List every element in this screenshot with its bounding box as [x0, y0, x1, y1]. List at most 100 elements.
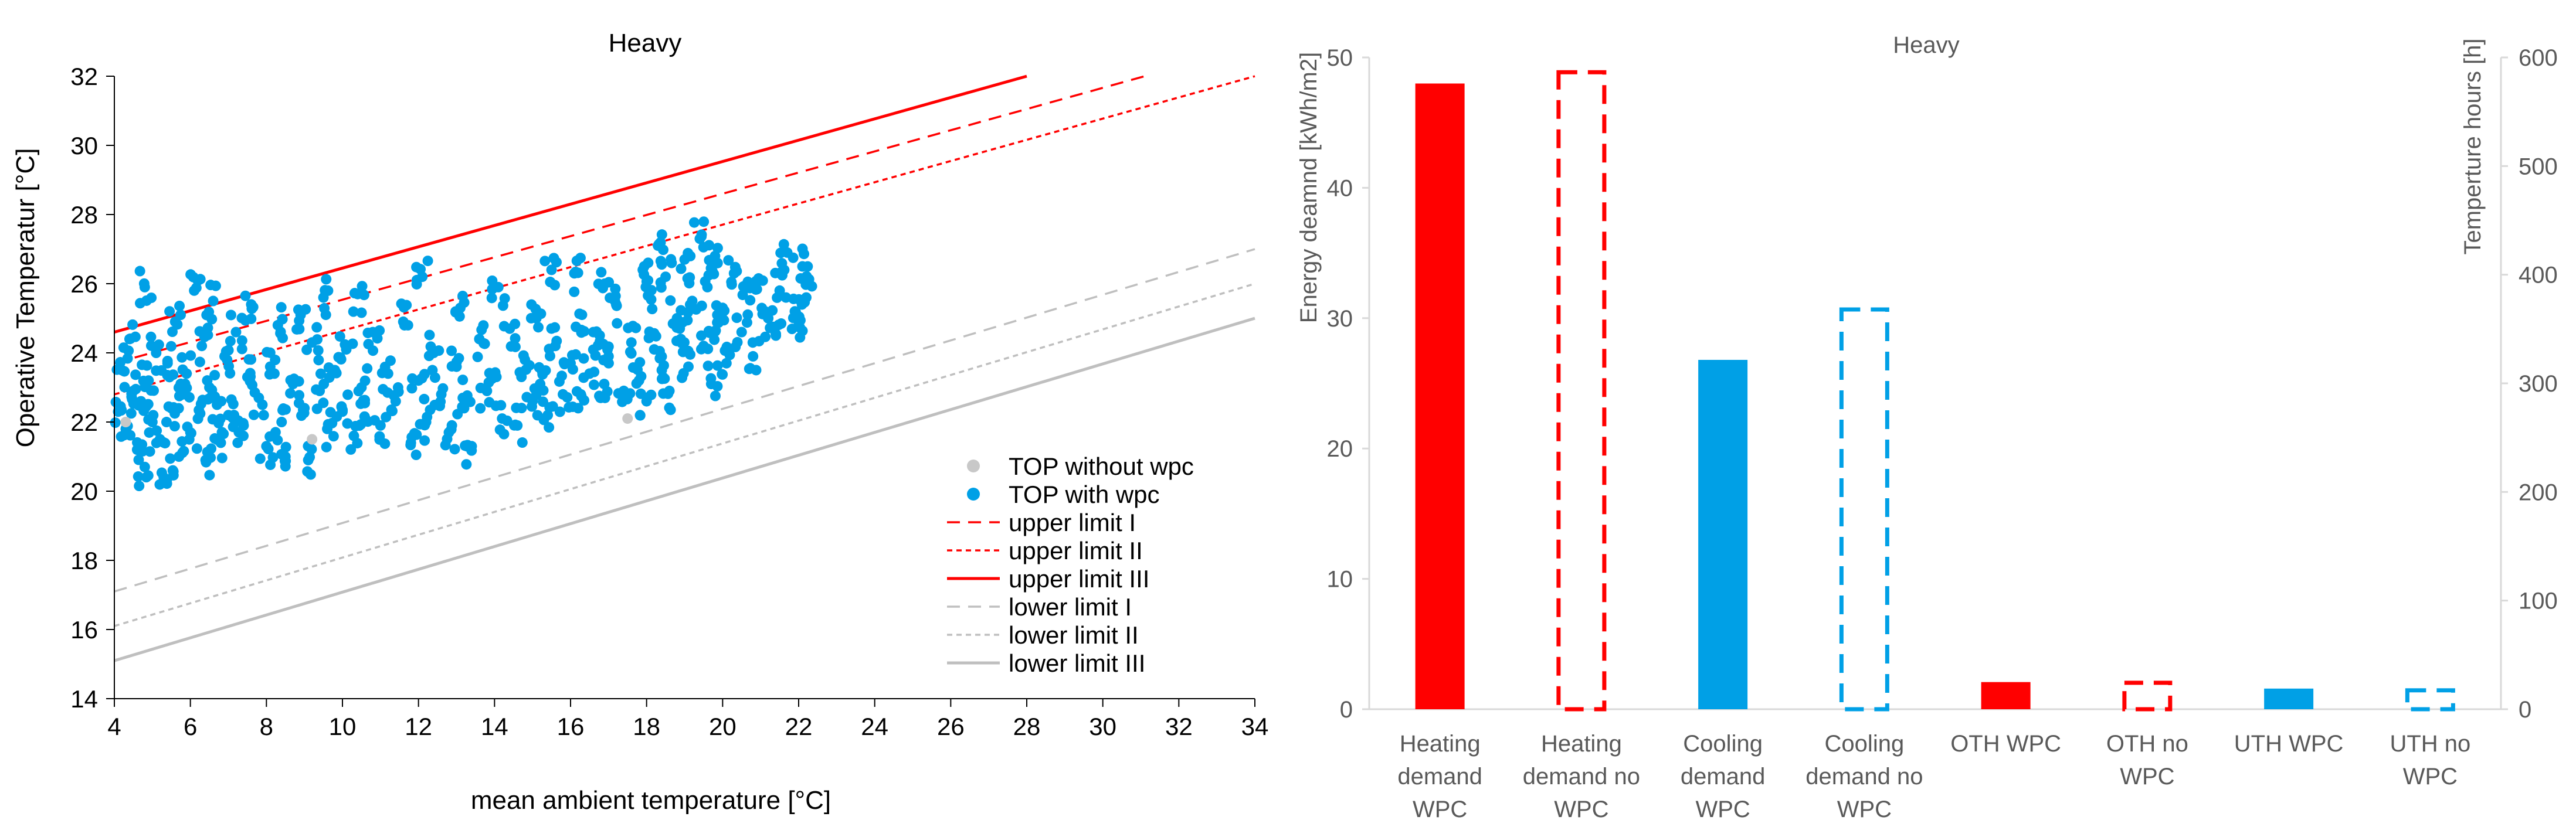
scatter-point-with-wpc: [225, 368, 236, 379]
scatter-point-with-wpc: [684, 278, 695, 289]
scatter-point-with-wpc: [236, 335, 247, 346]
scatter-point-with-wpc: [800, 279, 812, 290]
scatter-point-with-wpc: [148, 385, 159, 396]
scatter-point-with-wpc: [736, 326, 747, 338]
scatter-y-axis-label: Operative Temperatur [°C]: [11, 148, 40, 448]
scatter-point-with-wpc: [225, 336, 236, 347]
scatter-point-with-wpc: [280, 461, 291, 472]
right-tick-label: 600: [2519, 45, 2558, 71]
scatter-point-with-wpc: [611, 300, 622, 311]
scatter-point-with-wpc: [696, 229, 707, 240]
scatter-point-with-wpc: [574, 308, 585, 319]
scatter-point-with-wpc: [358, 290, 369, 301]
scatter-point-with-wpc: [450, 306, 461, 317]
y-tick-label: 22: [70, 409, 98, 436]
scatter-point-with-wpc: [602, 386, 613, 397]
scatter-point-with-wpc: [277, 314, 288, 325]
limit-line: [114, 248, 1255, 593]
scatter-point-with-wpc: [300, 304, 311, 315]
scatter-point-with-wpc: [643, 257, 654, 268]
scatter-point-with-wpc: [209, 370, 220, 381]
bar-category-label: WPC: [1554, 797, 1608, 822]
scatter-point-with-wpc: [165, 453, 176, 464]
scatter-point-with-wpc: [588, 344, 599, 355]
scatter-point-with-wpc: [655, 237, 666, 248]
scatter-point-with-wpc: [323, 362, 334, 373]
scatter-point-with-wpc: [225, 309, 236, 321]
scatter-point-with-wpc: [517, 437, 528, 448]
scatter-point-with-wpc: [462, 440, 473, 451]
scatter-point-with-wpc: [498, 321, 510, 332]
scatter-point-with-wpc: [296, 410, 307, 421]
scatter-point-with-wpc: [665, 404, 676, 416]
scatter-point-with-wpc: [134, 481, 145, 492]
scatter-point-with-wpc: [319, 302, 330, 314]
scatter-point-with-wpc: [267, 452, 279, 463]
scatter-point-with-wpc: [537, 396, 548, 407]
scatter-point-with-wpc: [598, 339, 609, 350]
bar-category-label: OTH WPC: [1950, 731, 2061, 757]
scatter-point-with-wpc: [538, 414, 549, 426]
scatter-point-with-wpc: [130, 383, 141, 394]
scatter-point-with-wpc: [779, 264, 790, 275]
scatter-point-with-wpc: [737, 290, 748, 301]
scatter-point-with-wpc: [175, 309, 186, 321]
scatter-point-with-wpc: [125, 430, 136, 441]
scatter-point-with-wpc: [191, 443, 202, 454]
scatter-point-with-wpc: [588, 379, 599, 390]
scatter-point-with-wpc: [415, 264, 426, 275]
scatter-point-with-wpc: [151, 437, 162, 448]
scatter-point-with-wpc: [424, 329, 435, 341]
scatter-point-with-wpc: [442, 433, 453, 444]
scatter-point-with-wpc: [369, 415, 381, 426]
scatter-point-with-wpc: [359, 394, 371, 406]
scatter-point-with-wpc: [765, 322, 776, 334]
scatter-point-with-wpc: [612, 318, 623, 329]
scatter-point-with-wpc: [222, 354, 233, 365]
x-tick-label: 22: [785, 713, 813, 740]
scatter-point-with-wpc: [359, 375, 371, 386]
scatter-point-with-wpc: [643, 332, 654, 343]
scatter-point-with-wpc: [353, 386, 364, 397]
scatter-point-with-wpc: [682, 315, 693, 326]
scatter-point-with-wpc: [646, 285, 657, 296]
scatter-point-with-wpc: [352, 438, 363, 449]
scatter-point-with-wpc: [446, 345, 457, 356]
scatter-point-with-wpc: [245, 368, 256, 379]
scatter-point-with-wpc: [521, 392, 532, 403]
scatter-point-with-wpc: [264, 347, 276, 358]
scatter-point-with-wpc: [203, 307, 215, 318]
scatter-point-with-wpc: [544, 422, 555, 433]
scatter-point-with-wpc: [759, 305, 770, 317]
scatter-point-with-wpc: [340, 339, 351, 350]
bar-outline: [2405, 688, 2455, 712]
y-tick-label: 14: [70, 685, 98, 713]
scatter-point-with-wpc: [546, 264, 557, 275]
scatter-point-with-wpc: [419, 435, 430, 446]
y-tick-label: 26: [70, 270, 98, 298]
scatter-point-with-wpc: [518, 350, 529, 361]
scatter-point-with-wpc: [613, 388, 624, 399]
left-tick-label: 30: [1327, 306, 1353, 332]
scatter-point-with-wpc: [499, 293, 510, 304]
scatter-point-with-wpc: [331, 368, 342, 379]
scatter-point-with-wpc: [527, 401, 538, 412]
x-tick-label: 20: [709, 713, 737, 740]
scatter-point-with-wpc: [423, 351, 435, 362]
scatter-point-with-wpc: [240, 315, 251, 326]
scatter-point-with-wpc: [202, 329, 213, 341]
scatter-point-with-wpc: [516, 372, 527, 383]
scatter-point-with-wpc: [141, 295, 152, 306]
scatter-point-with-wpc: [210, 280, 221, 291]
scatter-point-with-wpc: [457, 402, 468, 413]
scatter-point-with-wpc: [446, 424, 457, 435]
scatter-point-with-wpc: [402, 319, 413, 331]
left-tick-label: 40: [1327, 175, 1353, 201]
scatter-point-with-wpc: [666, 257, 677, 268]
scatter-point-with-wpc: [141, 472, 152, 483]
scatter-point-with-wpc: [191, 283, 202, 294]
scatter-point-with-wpc: [151, 425, 162, 436]
scatter-point-with-wpc: [133, 454, 144, 465]
